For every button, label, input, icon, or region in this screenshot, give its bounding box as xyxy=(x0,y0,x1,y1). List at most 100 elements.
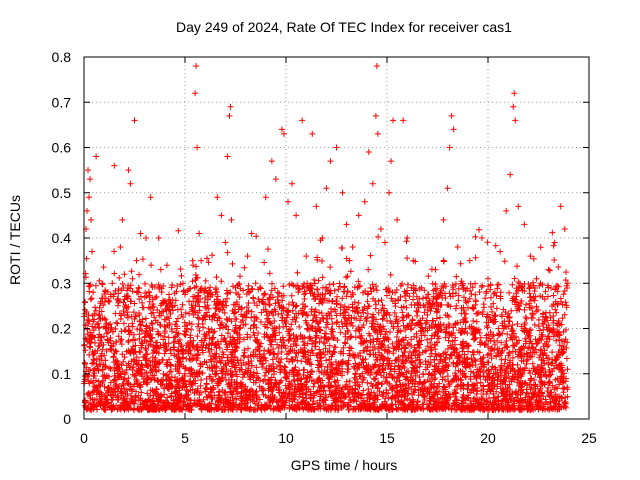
background-point xyxy=(137,381,144,388)
background-point xyxy=(232,344,239,351)
background-point xyxy=(346,378,353,385)
background-point xyxy=(519,397,526,404)
background-point xyxy=(88,360,95,367)
background-point xyxy=(471,373,478,380)
background-point xyxy=(533,349,540,356)
background-point xyxy=(445,313,452,320)
background-point xyxy=(561,346,568,353)
background-point xyxy=(232,362,239,369)
background-point xyxy=(335,406,342,413)
background-point xyxy=(549,368,556,375)
background-point xyxy=(490,300,497,307)
background-point xyxy=(294,269,301,276)
background-point xyxy=(485,359,492,366)
background-point xyxy=(324,336,331,343)
background-point xyxy=(492,242,499,249)
background-point xyxy=(305,285,312,292)
background-point xyxy=(158,312,165,319)
background-point xyxy=(158,289,165,296)
background-point xyxy=(553,337,560,344)
background-point xyxy=(500,406,507,413)
background-point xyxy=(161,350,168,357)
background-point xyxy=(487,294,494,301)
background-point xyxy=(541,316,548,323)
background-point xyxy=(230,301,237,308)
background-point xyxy=(265,348,272,355)
background-point xyxy=(509,361,516,368)
background-point xyxy=(119,351,126,358)
background-point xyxy=(206,335,213,342)
background-point xyxy=(278,377,285,384)
background-point xyxy=(349,387,356,394)
background-point xyxy=(286,369,293,376)
background-point xyxy=(395,362,402,369)
background-point xyxy=(425,273,432,280)
background-point xyxy=(332,397,339,404)
background-point xyxy=(336,280,343,287)
background-point xyxy=(401,364,408,371)
background-point xyxy=(293,302,300,309)
background-point xyxy=(379,393,386,400)
background-point xyxy=(455,367,462,374)
background-point xyxy=(457,382,464,389)
background-point xyxy=(514,287,521,294)
background-point xyxy=(480,301,487,308)
background-point xyxy=(304,340,311,347)
background-point xyxy=(347,320,354,327)
background-point xyxy=(384,334,391,341)
background-point xyxy=(370,320,377,327)
background-point xyxy=(470,305,477,312)
background-point xyxy=(304,326,311,333)
background-point xyxy=(402,406,409,413)
background-point xyxy=(364,398,371,405)
background-point xyxy=(120,382,127,389)
background-point xyxy=(509,327,516,334)
background-point xyxy=(228,379,235,386)
background-point xyxy=(106,364,113,371)
background-point xyxy=(461,310,468,317)
background-point xyxy=(195,321,202,327)
background-point xyxy=(404,281,411,288)
background-point xyxy=(375,345,382,352)
background-point xyxy=(301,366,308,373)
background-point xyxy=(387,402,394,409)
background-point xyxy=(561,338,568,345)
background-point xyxy=(128,392,135,399)
background-point xyxy=(373,371,380,378)
background-point xyxy=(328,353,335,360)
background-point xyxy=(510,342,517,349)
background-point xyxy=(111,270,118,277)
background-point xyxy=(123,348,130,355)
background-point xyxy=(119,281,126,288)
background-point xyxy=(301,342,308,349)
background-point xyxy=(284,312,291,319)
background-point xyxy=(145,289,152,296)
background-point xyxy=(472,280,479,287)
background-point xyxy=(543,398,550,405)
background-point xyxy=(128,313,135,320)
background-point xyxy=(137,349,144,356)
background-point xyxy=(504,344,511,351)
background-point xyxy=(167,296,174,303)
background-point xyxy=(136,318,143,325)
background-point xyxy=(196,307,203,314)
background-point xyxy=(416,374,423,381)
background-point xyxy=(87,366,94,373)
background-point xyxy=(556,336,563,343)
background-point xyxy=(153,368,160,375)
background-point xyxy=(192,271,199,278)
background-point xyxy=(467,287,474,294)
background-point xyxy=(380,354,387,361)
background-point xyxy=(216,345,223,352)
background-point xyxy=(314,256,321,263)
background-point xyxy=(149,304,156,311)
background-point xyxy=(450,346,457,353)
background-point xyxy=(421,309,428,316)
background-point xyxy=(289,307,296,314)
background-point xyxy=(555,264,562,271)
background-point xyxy=(359,379,366,386)
background-point xyxy=(549,229,556,236)
background-point xyxy=(145,332,152,339)
background-point xyxy=(430,317,437,324)
background-point xyxy=(285,301,292,308)
